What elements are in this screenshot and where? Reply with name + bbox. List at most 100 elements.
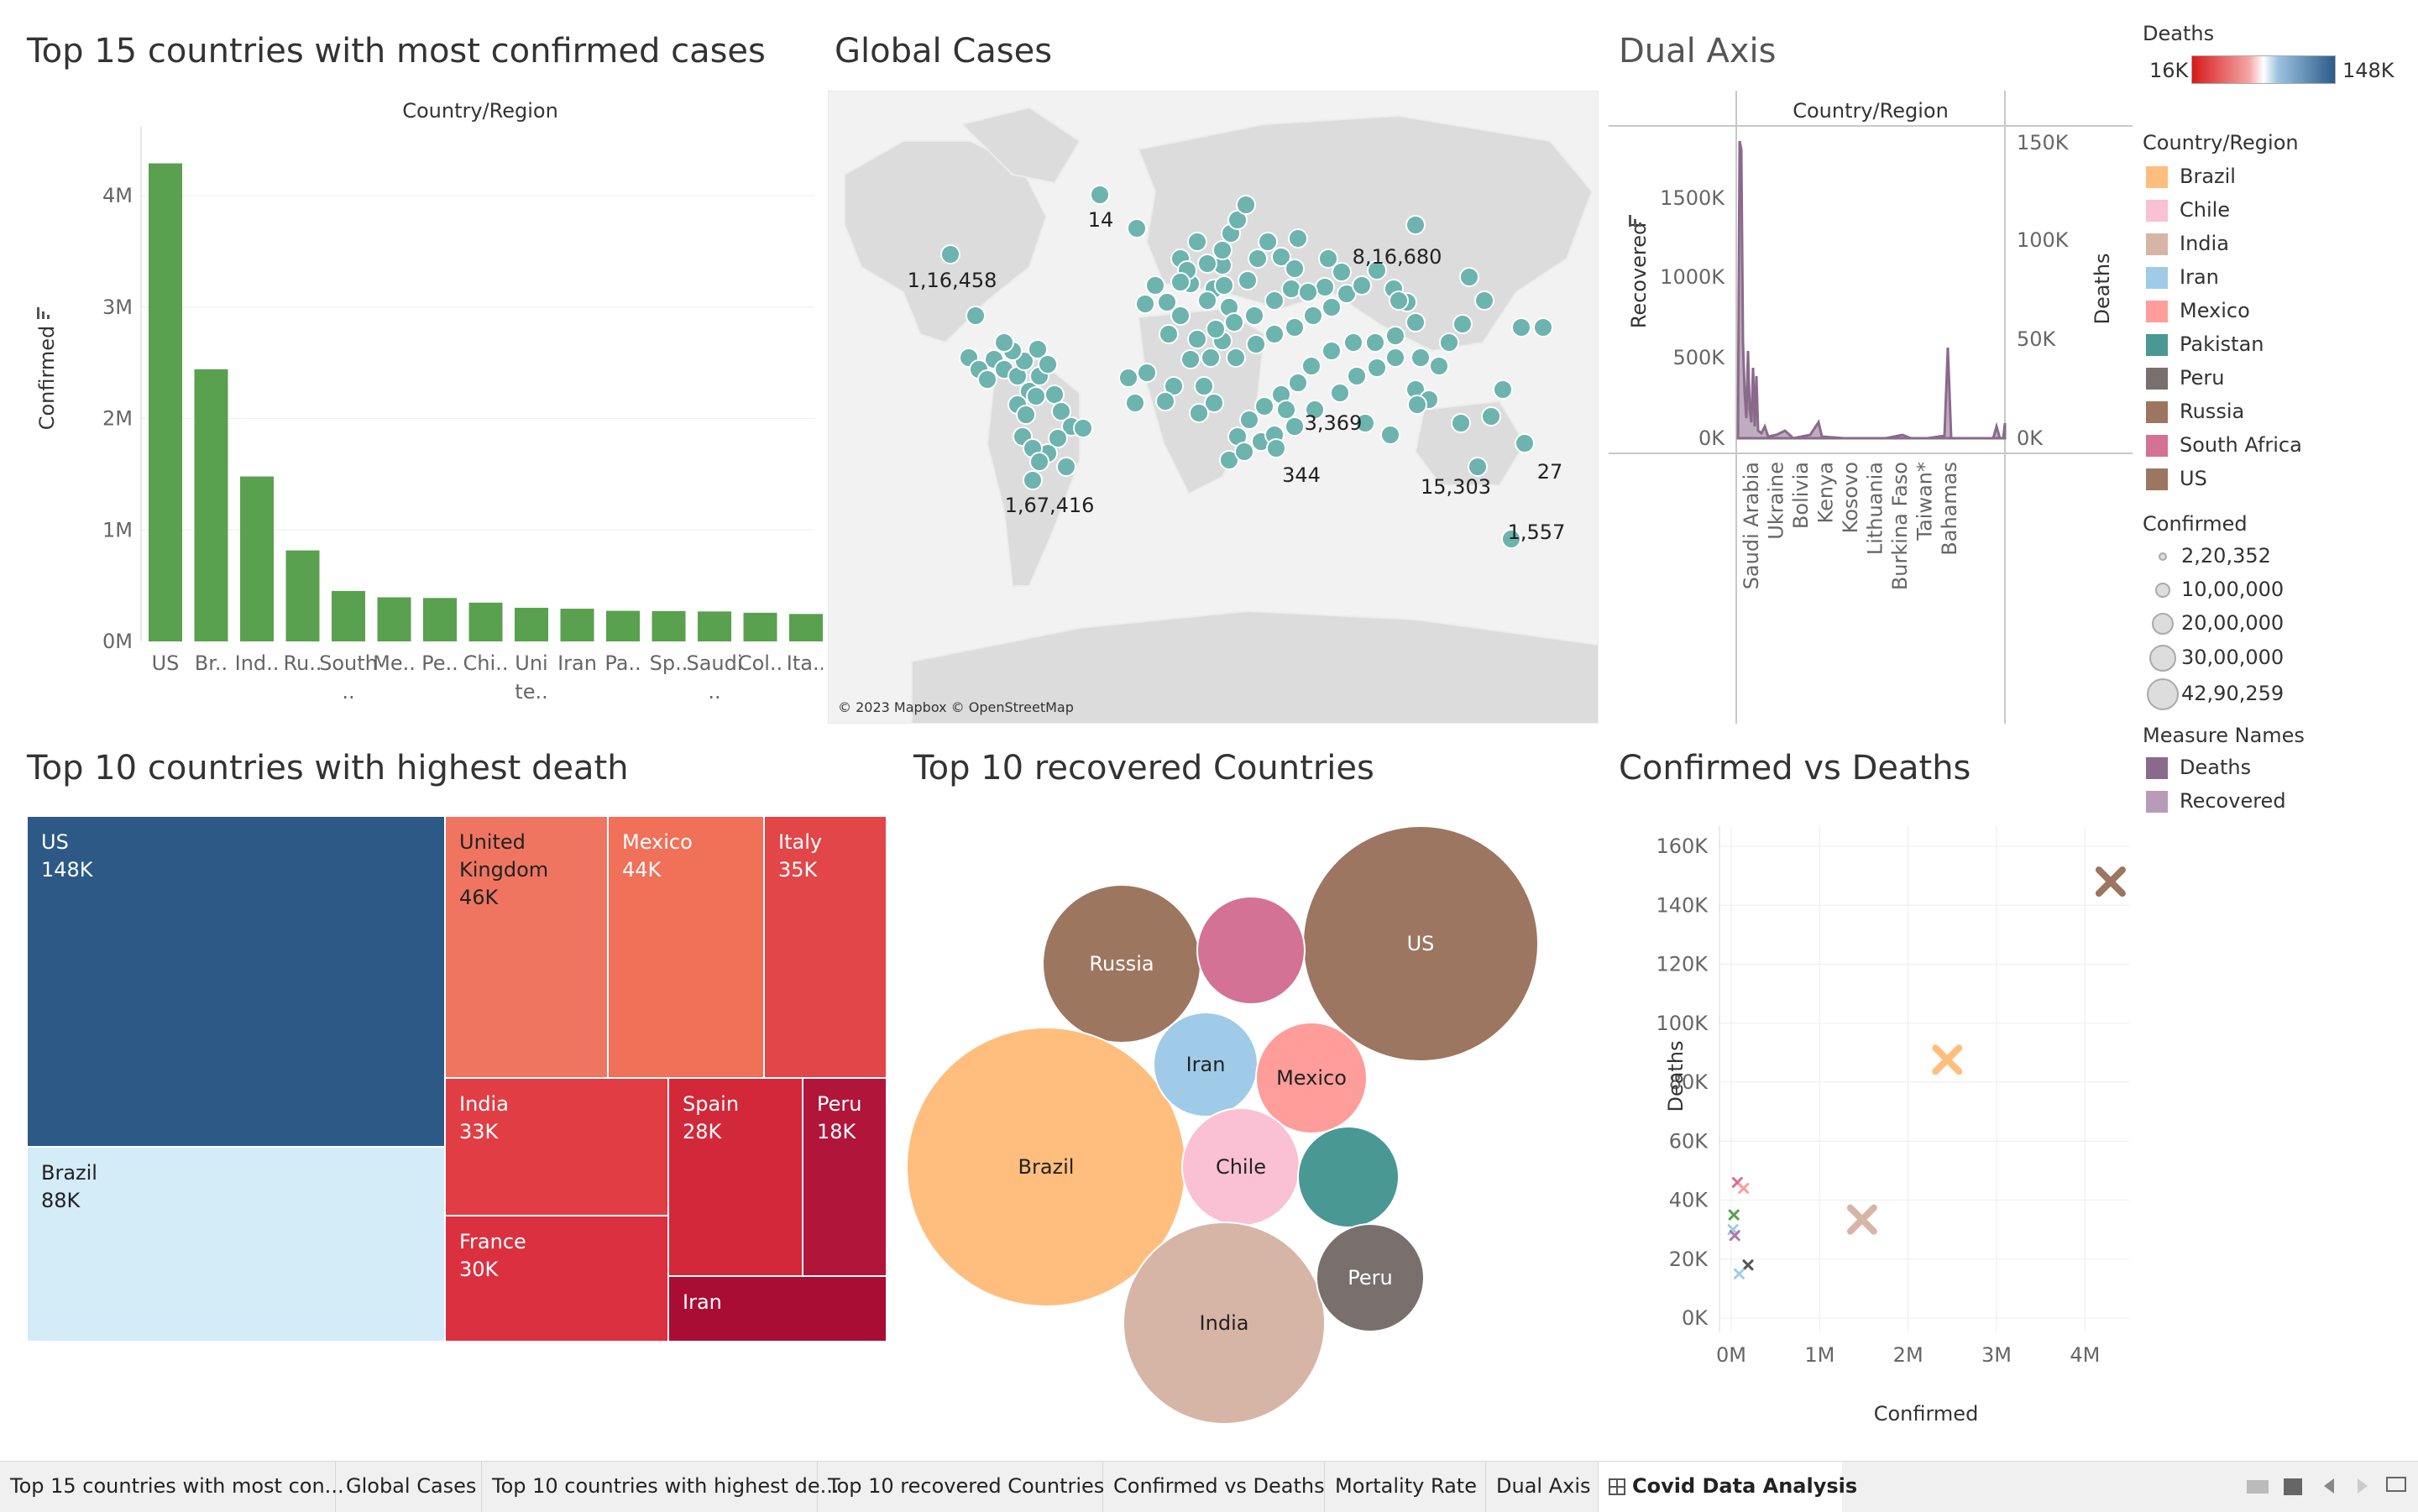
country-legend-item[interactable]: Brazil: [2146, 165, 2236, 190]
map-dot[interactable]: [1389, 290, 1409, 311]
measure-legend-item[interactable]: Recovered: [2146, 789, 2286, 814]
bar[interactable]: [515, 607, 548, 641]
map-dot[interactable]: [1189, 403, 1209, 423]
bubble-pakistan[interactable]: [1297, 1126, 1400, 1228]
confirmed-legend-item[interactable]: 2,20,352: [2146, 544, 2271, 569]
map-dot[interactable]: [1305, 400, 1325, 420]
map-dot[interactable]: [1073, 418, 1093, 438]
map-dot[interactable]: [1405, 312, 1426, 332]
country-legend-item[interactable]: Peru: [2146, 366, 2224, 391]
tab-top10-death[interactable]: Top 10 countries with highest de...: [482, 1462, 840, 1512]
bar[interactable]: [332, 590, 365, 641]
map-dot[interactable]: [1410, 348, 1431, 368]
map-dot[interactable]: [1367, 260, 1387, 280]
confirmed-legend-item[interactable]: 10,00,000: [2146, 578, 2284, 603]
treemap-cell[interactable]: Spain 28K: [668, 1078, 803, 1276]
map-dot[interactable]: [1029, 452, 1049, 472]
map-dot[interactable]: [1365, 332, 1385, 353]
map-dot[interactable]: [1219, 450, 1239, 470]
map-dot[interactable]: [1239, 410, 1259, 430]
map-dot[interactable]: [1511, 317, 1531, 337]
map-dot[interactable]: [1385, 326, 1405, 346]
bar[interactable]: [743, 612, 777, 641]
map-dot[interactable]: [1322, 341, 1342, 361]
map-dot[interactable]: [1468, 457, 1488, 477]
tab-dual-axis[interactable]: Dual Axis: [1486, 1462, 1599, 1512]
bubble-south-africa[interactable]: [1196, 896, 1306, 1005]
map-dot[interactable]: [1337, 284, 1357, 304]
map-dot[interactable]: [1318, 249, 1338, 269]
country-legend-item[interactable]: Chile: [2146, 198, 2230, 223]
map-dot[interactable]: [1157, 292, 1177, 312]
presentation-icon[interactable]: [2386, 1477, 2406, 1492]
country-legend-item[interactable]: Russia: [2146, 400, 2244, 425]
map-dot[interactable]: [1224, 312, 1244, 332]
bubble-india[interactable]: [1123, 1222, 1326, 1425]
treemap-cell[interactable]: Mexico 44K: [608, 816, 764, 1078]
map-dot[interactable]: [1501, 529, 1521, 549]
bar[interactable]: [698, 611, 731, 641]
bar[interactable]: [652, 610, 686, 641]
map-dot[interactable]: [1214, 275, 1234, 296]
bar[interactable]: [285, 550, 320, 641]
map-dot[interactable]: [1180, 349, 1201, 369]
map-dot[interactable]: [1226, 348, 1246, 368]
scroll-left-icon[interactable]: [2324, 1478, 2334, 1494]
sort-icon[interactable]: [1629, 215, 1641, 227]
scatter-point[interactable]: [1729, 1230, 1740, 1242]
treemap-cell[interactable]: India 33K: [445, 1078, 668, 1216]
map-dot[interactable]: [977, 369, 997, 390]
map-dot[interactable]: [1201, 348, 1221, 368]
map-dot[interactable]: [1355, 413, 1375, 433]
map-dot[interactable]: [1227, 210, 1248, 230]
bar[interactable]: [240, 476, 274, 641]
map-dot[interactable]: [1246, 334, 1266, 354]
treemap-cell[interactable]: United Kingdom 46K: [445, 816, 608, 1078]
map-dot[interactable]: [1118, 368, 1138, 388]
map-dot[interactable]: [1276, 400, 1296, 420]
map-dot[interactable]: [1137, 363, 1157, 383]
map-attribution[interactable]: © 2023 Mapbox © OpenStreetMap: [838, 699, 1074, 715]
map-dot[interactable]: [1452, 314, 1473, 334]
sort-icon[interactable]: [37, 307, 50, 319]
map-dot[interactable]: [1170, 306, 1191, 326]
bubble-mexico[interactable]: [1255, 1022, 1368, 1134]
bar[interactable]: [149, 163, 182, 641]
map-dot[interactable]: [994, 332, 1014, 353]
tab-confirmed-vs-deaths[interactable]: Confirmed vs Deaths: [1103, 1462, 1325, 1512]
map-dot[interactable]: [1135, 294, 1155, 314]
map-dot[interactable]: [1474, 290, 1494, 311]
scatter-point[interactable]: [1742, 1259, 1754, 1271]
map-dot[interactable]: [1301, 356, 1322, 376]
map-dot[interactable]: [1347, 366, 1367, 386]
tab-global-cases[interactable]: Global Cases: [336, 1462, 482, 1512]
confirmed-legend-item[interactable]: 42,90,259: [2146, 678, 2284, 710]
map-dot[interactable]: [1459, 267, 1479, 287]
map-dot[interactable]: [1127, 218, 1147, 238]
map-dot[interactable]: [1343, 332, 1363, 353]
map-dot[interactable]: [1385, 348, 1405, 368]
map-dot[interactable]: [1439, 332, 1459, 353]
map-dot[interactable]: [1204, 393, 1224, 413]
map-dot[interactable]: [1288, 228, 1308, 249]
map-dot[interactable]: [1194, 376, 1214, 396]
confirmed-legend-item[interactable]: 30,00,000: [2146, 645, 2284, 672]
map-dot[interactable]: [1016, 405, 1036, 425]
map-dot[interactable]: [1285, 416, 1305, 437]
bar[interactable]: [560, 609, 594, 641]
map-dot[interactable]: [1187, 329, 1207, 349]
map-dot[interactable]: [1187, 232, 1207, 252]
map-dot[interactable]: [1170, 272, 1191, 292]
map-dot[interactable]: [1197, 254, 1217, 274]
map-dot[interactable]: [1315, 277, 1335, 297]
map-dot[interactable]: [1330, 383, 1350, 403]
scatter-point[interactable]: [1846, 1204, 1877, 1235]
map-dot[interactable]: [1125, 393, 1145, 413]
map-dot[interactable]: [1238, 270, 1258, 290]
map-dot[interactable]: [1367, 358, 1387, 378]
bar[interactable]: [789, 614, 823, 641]
map-dot[interactable]: [1493, 379, 1513, 400]
treemap-cell[interactable]: France 30K: [445, 1216, 668, 1342]
treemap-cell[interactable]: Italy 35K: [764, 816, 887, 1078]
treemap-cell[interactable]: US 148K: [27, 816, 445, 1147]
